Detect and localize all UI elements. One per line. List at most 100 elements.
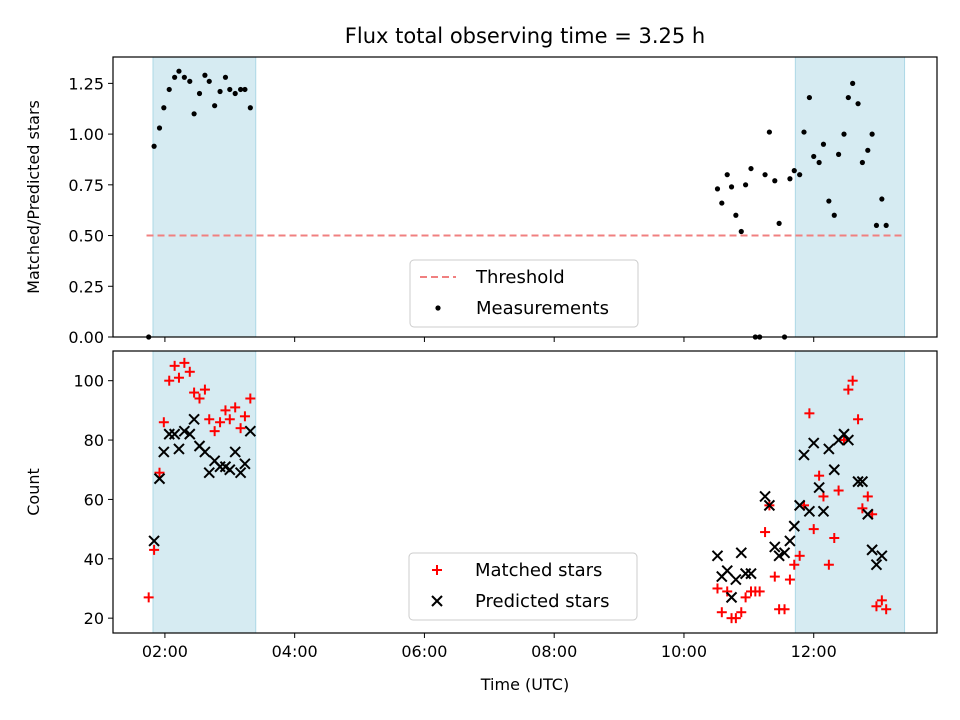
measurement-point bbox=[883, 222, 889, 229]
matched-star-point bbox=[779, 604, 790, 615]
y-axis-label: Count bbox=[24, 468, 43, 516]
predicted-marker-b bbox=[823, 443, 835, 455]
predicted-star-point bbox=[852, 475, 864, 488]
measurement-point bbox=[719, 200, 725, 206]
measurement-point bbox=[873, 222, 880, 229]
predicted-star-point bbox=[759, 490, 771, 503]
predicted-marker-b bbox=[199, 446, 211, 458]
legend-measurement-swatch bbox=[435, 305, 441, 311]
predicted-star-point bbox=[234, 466, 247, 479]
matched-star-point bbox=[853, 414, 864, 425]
matched-star-point bbox=[769, 571, 780, 582]
predicted-star-point bbox=[229, 446, 241, 458]
matched-star-point bbox=[881, 604, 892, 615]
matched-star-point bbox=[823, 559, 834, 570]
x-tick-label: 10:00 bbox=[661, 642, 707, 661]
measurement-point bbox=[762, 172, 768, 178]
measurement-point bbox=[156, 125, 163, 131]
predicted-star-point bbox=[735, 547, 747, 559]
predicted-marker-b bbox=[208, 455, 221, 467]
predicted-star-point bbox=[842, 434, 855, 446]
predicted-star-point bbox=[224, 464, 236, 476]
predicted-marker-b bbox=[842, 434, 855, 446]
predicted-star-point bbox=[168, 428, 181, 440]
matched-star-point bbox=[224, 414, 235, 425]
predicted-marker-b bbox=[759, 490, 771, 503]
predicted-star-point bbox=[813, 481, 825, 494]
measurement-point bbox=[806, 94, 812, 101]
predicted-star-point bbox=[798, 449, 810, 461]
matched-star-point bbox=[164, 375, 175, 386]
predicted-marker-b bbox=[856, 475, 869, 488]
predicted-star-point bbox=[784, 535, 796, 547]
predicted-star-point bbox=[178, 425, 191, 437]
matched-star-point bbox=[143, 592, 154, 603]
predicted-marker-b bbox=[813, 481, 825, 494]
predicted-star-point bbox=[856, 475, 869, 488]
legend-box bbox=[409, 259, 639, 328]
predicted-marker-b bbox=[817, 505, 830, 518]
predicted-marker-b bbox=[838, 428, 850, 440]
measurement-point bbox=[801, 129, 807, 135]
predicted-star-point bbox=[803, 505, 816, 518]
matched-star-point bbox=[245, 393, 256, 404]
predicted-marker-b bbox=[173, 443, 185, 455]
y-tick-label: 1.00 bbox=[68, 125, 104, 144]
predicted-star-point bbox=[817, 505, 830, 518]
predicted-marker-b bbox=[862, 508, 874, 520]
matched-star-point bbox=[736, 607, 747, 618]
predicted-star-point bbox=[173, 443, 185, 455]
y-tick-label: 1.25 bbox=[68, 74, 104, 93]
axes-frame bbox=[112, 56, 938, 338]
predicted-star-point bbox=[203, 466, 215, 479]
predicted-marker-b bbox=[803, 505, 816, 518]
measurement-point bbox=[791, 168, 797, 174]
matched-star-point bbox=[149, 544, 160, 555]
measurement-point bbox=[772, 178, 778, 184]
predicted-marker-b bbox=[778, 547, 791, 559]
matched-star-point bbox=[189, 387, 200, 398]
matched-star-point bbox=[235, 423, 246, 434]
y-tick-label: 0.00 bbox=[68, 328, 104, 347]
predicted-marker-b bbox=[188, 413, 200, 425]
matched-star-point bbox=[814, 470, 825, 481]
measurement-point bbox=[196, 90, 203, 97]
matched-star-point bbox=[862, 491, 873, 502]
measurement-point bbox=[172, 74, 178, 80]
predicted-star-point bbox=[184, 428, 196, 440]
predicted-star-point bbox=[876, 550, 888, 562]
measurement-point bbox=[212, 103, 218, 109]
predicted-star-point bbox=[793, 499, 806, 512]
predicted-star-point bbox=[769, 541, 781, 553]
matched-star-point bbox=[712, 583, 723, 594]
matched-star-point bbox=[843, 384, 854, 395]
matched-star-point bbox=[179, 357, 190, 368]
measurement-point bbox=[797, 172, 803, 178]
predicted-star-point bbox=[199, 446, 211, 458]
predicted-star-point bbox=[745, 567, 757, 580]
predicted-star-point bbox=[725, 591, 738, 604]
measurement-point bbox=[835, 151, 842, 157]
ratio-panel: 0.00 0.25 0.50 0.75 1.00 1.25 Matched/Predicte… bbox=[24, 56, 938, 347]
matched-star-point bbox=[220, 405, 231, 416]
count-panel: 20 40 60 80 100 02:00 04:00 06:00 08:00 10:00 12:0… bbox=[24, 350, 938, 694]
matched-star-point bbox=[158, 417, 169, 428]
y-axis-label: Matched/Predicted stars bbox=[24, 100, 43, 294]
legend-label: Matched stars bbox=[475, 560, 602, 581]
measurement-point bbox=[151, 143, 157, 149]
measurement-point bbox=[776, 220, 782, 226]
predicted-marker-b bbox=[244, 425, 257, 437]
measurement-point bbox=[222, 74, 229, 80]
predicted-marker-b bbox=[148, 535, 160, 547]
x-tick-label: 02:00 bbox=[142, 642, 188, 661]
predicted-marker-b bbox=[224, 464, 236, 476]
measurement-point bbox=[766, 129, 772, 135]
matched-star-point bbox=[209, 426, 220, 437]
predicted-marker-b bbox=[745, 567, 757, 580]
predicted-star-point bbox=[711, 550, 724, 562]
predicted-star-point bbox=[739, 567, 752, 580]
measurement-point bbox=[724, 172, 730, 178]
predicted-marker-b bbox=[153, 472, 166, 485]
matched-star-point bbox=[833, 485, 844, 496]
